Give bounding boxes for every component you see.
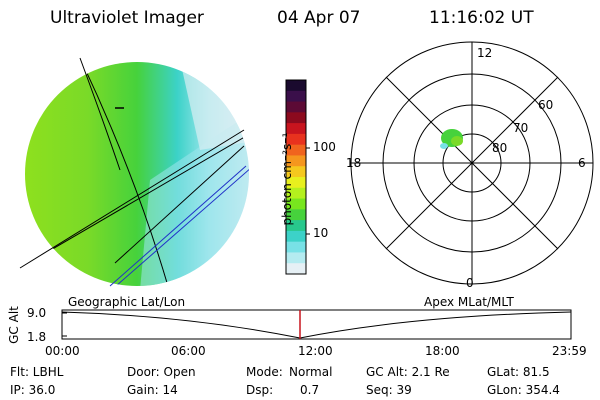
door-info: Door: Open [127, 365, 196, 379]
colorbar-segment [286, 209, 306, 221]
colorbar-segment [286, 166, 306, 178]
glon-info: GLon: 354.4 [487, 383, 560, 397]
timeline-panel [61, 309, 572, 340]
date-label: 04 Apr 07 [277, 8, 361, 28]
colorbar-segment [286, 133, 306, 146]
colorbar-segment [286, 101, 306, 113]
polar-plot [350, 41, 594, 285]
uv-image-disk [19, 57, 249, 287]
colorbar-segment [286, 187, 306, 200]
color-bar [286, 80, 306, 275]
colorbar-segment [286, 80, 306, 92]
gc-alt-info: GC Alt: 2.1 Re [366, 365, 450, 379]
colorbar-segment [286, 220, 306, 232]
dsp-value: 0.7 [300, 383, 320, 397]
meridian-line [79, 62, 173, 286]
mlt-label-18: 18 [346, 156, 362, 170]
mode-label: Mode: [246, 365, 283, 379]
dsp-label: Dsp: [246, 383, 274, 397]
ytick-9: 9.0 [27, 306, 47, 320]
colorbar-segment [286, 241, 306, 253]
geo-latlon-title: Geographic Lat/Lon [68, 295, 186, 309]
geo-grid-line [25, 127, 249, 269]
colorbar-segment [286, 230, 306, 243]
colorbar-segment [286, 198, 306, 210]
lat-label-60: 60 [538, 98, 554, 112]
colorbar-tick-100: 100 [313, 140, 336, 154]
xtick-2359: 23:59 [552, 344, 587, 358]
glat-info: GLat: 81.5 [487, 365, 550, 379]
colorbar-tick-10: 10 [313, 226, 329, 240]
colorbar-segment [286, 252, 306, 264]
colorbar-segment [286, 112, 306, 124]
ytick-1-8: 1.8 [27, 330, 47, 344]
auroral-spot [440, 129, 463, 149]
colorbar-segment [286, 123, 306, 135]
instrument-title: Ultraviolet Imager [50, 8, 204, 28]
timeline-ylabel: GC Alt [7, 306, 21, 344]
lat-label-70: 70 [513, 121, 529, 135]
seq-info: Seq: 39 [366, 383, 412, 397]
mlt-label-0: 0 [466, 276, 474, 290]
apex-mlat-title: Apex MLat/MLT [424, 295, 514, 309]
ip-info: IP: 36.0 [10, 383, 56, 397]
terminator-line [99, 159, 249, 286]
colorbar-segment [286, 177, 306, 189]
xtick-0000: 00:00 [45, 344, 80, 358]
colorbar-segment [286, 263, 306, 275]
filter-info: Flt: LBHL [10, 365, 64, 379]
altitude-curve [61, 311, 572, 339]
colorbar-unit-label: photon cm⁻²s⁻¹ [280, 132, 294, 226]
gain-info: Gain: 14 [127, 383, 178, 397]
mlt-label-6: 6 [578, 156, 586, 170]
lat-label-80: 80 [492, 141, 508, 155]
xtick-0600: 06:00 [171, 344, 206, 358]
colorbar-segment [286, 155, 306, 167]
mlt-label-12: 12 [477, 46, 493, 60]
colorbar-segment [286, 90, 306, 103]
xtick-1800: 18:00 [425, 344, 460, 358]
mode-value: Normal [289, 365, 333, 379]
colorbar-segment [286, 144, 306, 156]
xtick-1200: 12:00 [298, 344, 333, 358]
time-label: 11:16:02 UT [429, 8, 534, 28]
